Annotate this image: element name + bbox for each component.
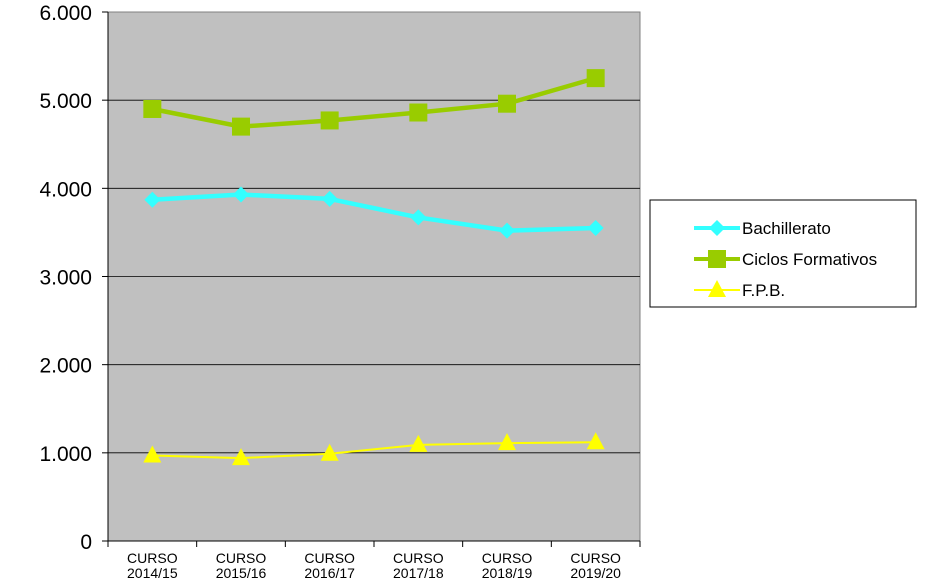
y-tick-label: 3.000 (39, 267, 92, 290)
data-point (409, 434, 428, 452)
data-point (586, 432, 605, 450)
data-point (321, 190, 338, 207)
plot-area (107, 11, 641, 542)
y-tick-label: 1.000 (39, 443, 92, 466)
data-point (409, 103, 428, 122)
legend-label: Ciclos Formativos (742, 250, 877, 269)
series-line (152, 441, 596, 460)
legend: Bachillerato Ciclos Formativos F.P.B. (649, 199, 917, 308)
axes: 0 1.000 2.000 3.000 4.000 5.000 6.000 CURSO 2014… (39, 2, 641, 581)
series-f-p-b (143, 432, 605, 466)
y-tick-label: 6.000 (39, 2, 92, 25)
data-point (143, 99, 162, 118)
x-tick-label: CURSO 2015/16 (216, 550, 267, 581)
y-tick-label: 4.000 (39, 178, 92, 201)
series-line (152, 192, 596, 233)
data-point (499, 222, 515, 239)
data-point (232, 448, 250, 466)
data-point (232, 117, 250, 136)
y-tick-label: 0 (80, 531, 92, 554)
x-tick-label: CURSO 2016/17 (304, 550, 355, 581)
data-point (586, 69, 605, 88)
legend-item: F.P.B. (694, 280, 785, 300)
data-point (143, 445, 162, 463)
legend-label: Bachillerato (742, 219, 831, 238)
legend-swatch-marker (708, 250, 726, 268)
data-point (587, 220, 604, 237)
series-bachillerato (144, 186, 604, 239)
legend-swatch-marker (709, 220, 725, 236)
x-tick-label: CURSO 2019/20 (570, 550, 621, 581)
data-point (320, 443, 339, 461)
series-ciclos-formativos (143, 69, 605, 136)
data-point (233, 186, 249, 203)
x-tick-label: CURSO 2018/19 (482, 550, 533, 581)
legend-item: Bachillerato (694, 219, 831, 238)
series-line (151, 75, 597, 129)
data-point (320, 111, 339, 130)
x-tick-label: CURSO 2014/15 (127, 550, 178, 581)
legend-label: F.P.B. (742, 281, 785, 300)
data-point (144, 191, 161, 208)
data-point (498, 94, 516, 113)
x-tick-label: CURSO 2017/18 (393, 550, 444, 581)
legend-item: Ciclos Formativos (694, 250, 877, 269)
series-group (143, 69, 605, 466)
y-tick-label: 2.000 (39, 355, 92, 378)
data-point (410, 209, 427, 226)
y-tick-label: 5.000 (39, 90, 92, 113)
data-point (498, 433, 516, 451)
legend-swatch-marker (708, 280, 726, 297)
